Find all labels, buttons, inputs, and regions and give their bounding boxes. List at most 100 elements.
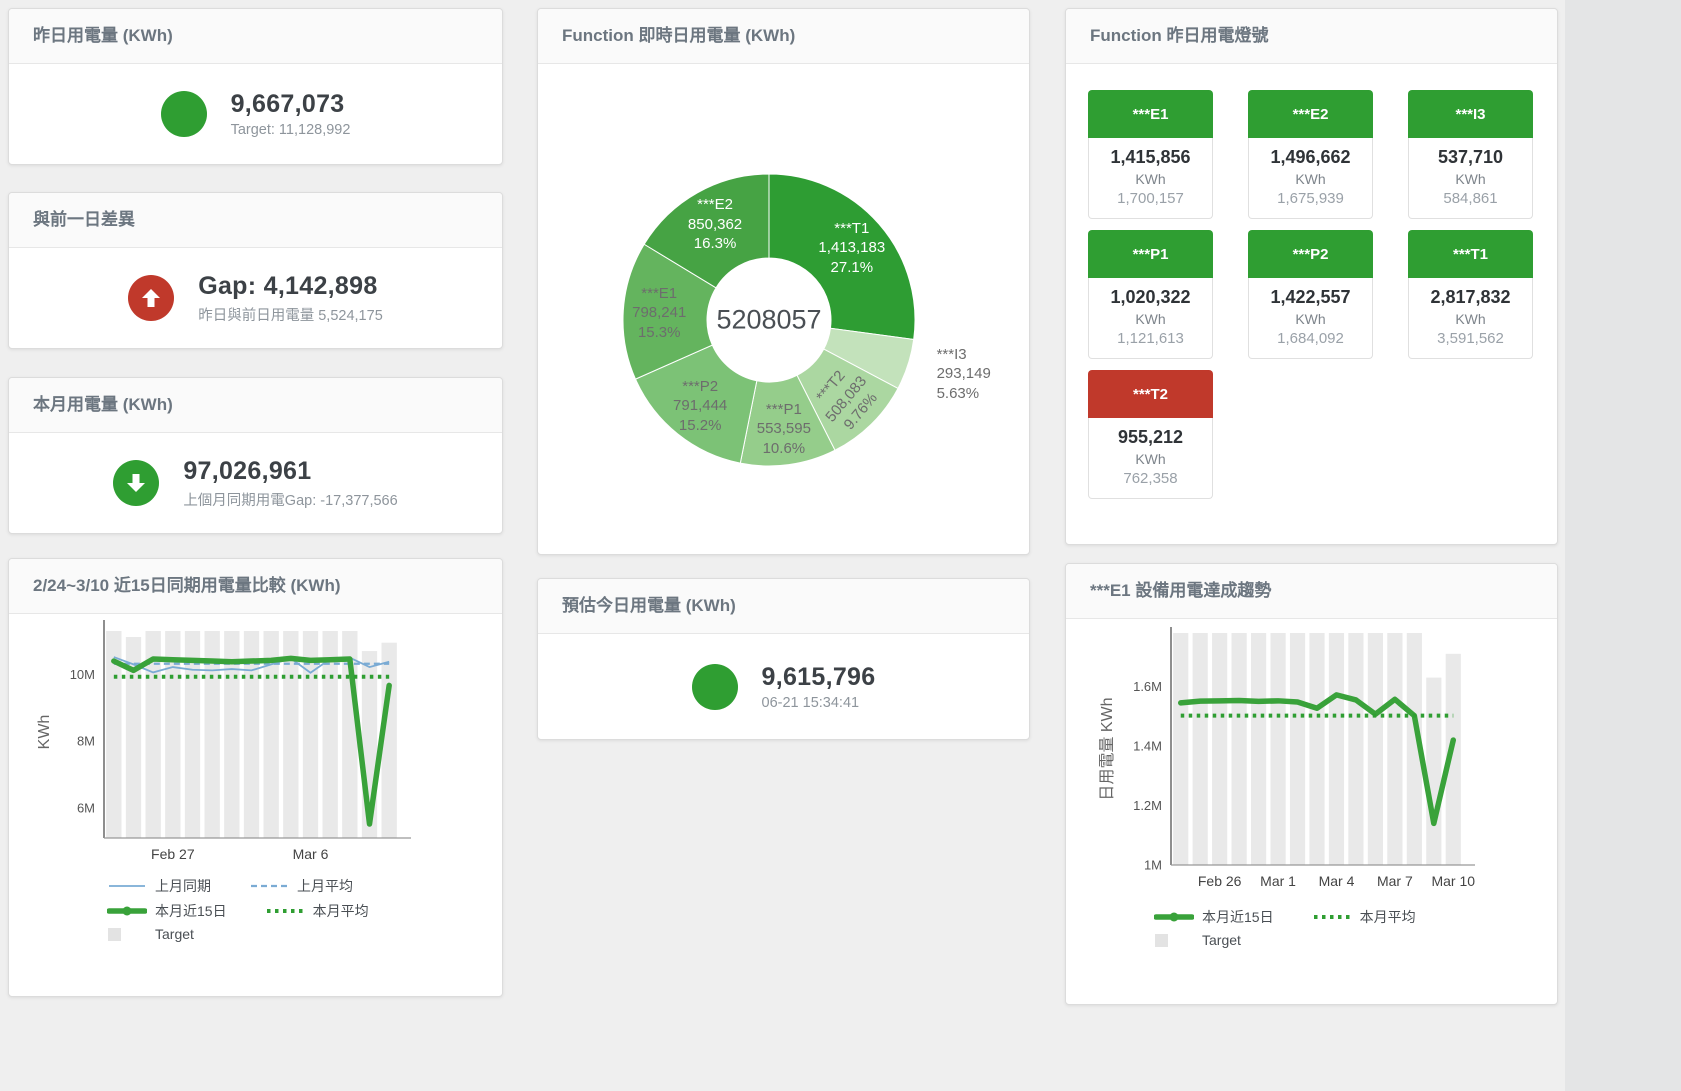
card-title: 預估今日用電量 (KWh) — [538, 579, 1029, 634]
tile-status-header: ***P1 — [1088, 230, 1213, 278]
tile-body: 1,415,856 KWh 1,700,157 — [1088, 138, 1213, 219]
tile-target-value: 1,121,613 — [1117, 330, 1184, 347]
tile-target-value: 1,675,939 — [1277, 190, 1344, 207]
legend-item[interactable]: 本月近15日 — [1154, 907, 1274, 927]
legend-item[interactable]: 上月平均 — [249, 876, 353, 896]
tile-target-value: 1,684,092 — [1277, 330, 1344, 347]
function-tile-E1[interactable]: ***E1 1,415,856 KWh 1,700,157 — [1088, 90, 1213, 219]
target-bar — [1173, 633, 1189, 865]
kpi-subtitle: 上個月同期用電Gap: -17,377,566 — [183, 492, 398, 509]
function-tile-P1[interactable]: ***P1 1,020,322 KWh 1,121,613 — [1088, 230, 1213, 359]
donut-slice-label: ***I3 293,149 5.63% — [936, 345, 991, 402]
card-yesterday-lights: Function 昨日用電燈號 ***E1 1,415,856 KWh 1,700,1… — [1065, 8, 1558, 545]
tile-unit: KWh — [1455, 311, 1486, 327]
tile-target-value: 3,591,562 — [1437, 330, 1504, 347]
target-bar — [125, 637, 142, 838]
y-axis-tick: 1.6M — [1133, 679, 1162, 694]
donut-slice-T1[interactable] — [768, 173, 916, 341]
card-e1-trend-chart: ***E1 設備用電達成趨勢 1M 1.2M 1.4M 1.6M 日用電量 KWh Feb… — [1065, 563, 1558, 1005]
tile-status-header: ***T2 — [1088, 370, 1213, 418]
card-title: 2/24~3/10 近15日同期用電量比較 (KWh) — [9, 559, 502, 614]
y-axis-tick: 1M — [1144, 858, 1162, 873]
compare-line-chart[interactable]: 6M 8M 10M KWh Feb 27 Mar 6 — [9, 614, 502, 871]
card-title: 與前一日差異 — [9, 193, 502, 248]
y-axis-tick: 1.4M — [1133, 739, 1162, 754]
target-bar — [1270, 633, 1286, 865]
tile-body: 1,496,662 KWh 1,675,939 — [1248, 138, 1373, 219]
card-month-usage: 本月用電量 (KWh) 97,026,961 上個月同期用電Gap: -17,3… — [8, 377, 503, 534]
tile-body: 537,710 KWh 584,861 — [1408, 138, 1533, 219]
target-bar — [165, 631, 181, 838]
kpi-value: Gap: 4,142,898 — [198, 271, 378, 300]
tile-unit: KWh — [1135, 451, 1166, 467]
kpi-value: 97,026,961 — [183, 456, 312, 485]
realtime-usage-donut-chart[interactable]: ***T1 1,413,183 27.1% ***I3 293,149 5.63% ***T… — [538, 64, 1029, 552]
y-axis-tick: 10M — [70, 667, 95, 682]
function-tile-T1[interactable]: ***T1 2,817,832 KWh 3,591,562 — [1408, 230, 1533, 359]
function-tile-T2[interactable]: ***T2 955,212 KWh 762,358 — [1088, 370, 1213, 499]
function-tile-P2[interactable]: ***P2 1,422,557 KWh 1,684,092 — [1248, 230, 1373, 359]
x-axis-tick: Mar 10 — [1431, 873, 1475, 889]
y-axis-tick: 8M — [77, 734, 95, 749]
y-axis-label: KWh — [36, 715, 53, 750]
legend-item[interactable]: 本月近15日 — [107, 901, 227, 921]
legend-item[interactable]: Target — [1154, 932, 1241, 948]
tile-status-header: ***P2 — [1248, 230, 1373, 278]
target-bar — [204, 631, 220, 838]
compare-chart-legend: 上月同期 上月平均本月近15日 本月平均 Target — [107, 876, 502, 942]
function-tile-E2[interactable]: ***E2 1,496,662 KWh 1,675,939 — [1248, 90, 1373, 219]
card-yesterday-usage: 昨日用電量 (KWh) 9,667,073 Target: 11,128,992 — [8, 8, 503, 165]
legend-label: 本月近15日 — [155, 903, 227, 919]
donut-slice-E2[interactable] — [643, 173, 770, 289]
function-tile-I3[interactable]: ***I3 537,710 KWh 584,861 — [1408, 90, 1533, 219]
x-axis-tick: Feb 27 — [151, 846, 195, 862]
tile-value: 1,496,662 — [1270, 147, 1351, 167]
tile-unit: KWh — [1455, 171, 1486, 187]
card-gap-previous-day: 與前一日差異 Gap: 4,142,898 昨日與前日用電量 5,524,175 — [8, 192, 503, 349]
target-bar — [145, 631, 161, 838]
tile-unit: KWh — [1135, 311, 1166, 327]
kpi-timestamp: 06-21 15:34:41 — [761, 694, 860, 711]
y-axis-tick: 1.2M — [1133, 798, 1162, 813]
arrow-down-icon — [113, 460, 160, 506]
target-bar — [1309, 633, 1325, 865]
target-bar — [1289, 633, 1306, 865]
legend-item[interactable]: 本月平均 — [265, 901, 369, 921]
legend-item[interactable]: 本月平均 — [1312, 907, 1416, 927]
target-bar — [1348, 633, 1364, 865]
target-bar — [243, 631, 260, 838]
legend-item[interactable]: Target — [107, 926, 194, 942]
legend-label: Target — [155, 926, 194, 942]
target-bar — [1367, 633, 1383, 865]
target-bar — [224, 631, 240, 838]
target-bar — [1426, 677, 1442, 865]
legend-label: 本月近15日 — [1202, 909, 1274, 925]
tile-value: 1,020,322 — [1110, 287, 1191, 307]
tile-body: 1,422,557 KWh 1,684,092 — [1248, 278, 1373, 359]
card-title: 本月用電量 (KWh) — [9, 378, 502, 433]
target-bar — [1328, 633, 1345, 865]
x-axis-tick: Mar 1 — [1260, 873, 1296, 889]
tile-status-header: ***I3 — [1408, 90, 1533, 138]
x-axis-tick: Mar 7 — [1377, 873, 1413, 889]
card-title: ***E1 設備用電達成趨勢 — [1066, 564, 1557, 619]
e1-trend-line-chart[interactable]: 1M 1.2M 1.4M 1.6M 日用電量 KWh Feb 26 Mar 1 Mar 4 Ma… — [1066, 619, 1557, 902]
card-compare-chart: 2/24~3/10 近15日同期用電量比較 (KWh) 6M 8M 10M KWh Fe… — [8, 558, 503, 997]
card-title: Function 昨日用電燈號 — [1066, 9, 1557, 64]
target-bar — [184, 631, 201, 838]
card-today-estimate: 預估今日用電量 (KWh) 9,615,796 06-21 15:34:41 — [537, 578, 1030, 740]
tile-status-header: ***T1 — [1408, 230, 1533, 278]
tile-target-value: 584,861 — [1443, 190, 1498, 207]
legend-item[interactable]: 上月同期 — [107, 876, 211, 896]
status-circle-icon — [160, 91, 207, 137]
series-line-thick — [111, 655, 392, 827]
legend-label: 上月同期 — [155, 878, 211, 894]
tile-value: 1,422,557 — [1270, 287, 1351, 307]
target-bar — [1231, 633, 1247, 865]
arrow-up-icon — [128, 275, 175, 321]
target-bar — [283, 631, 299, 838]
target-bar — [1387, 633, 1403, 865]
target-bar — [1192, 633, 1208, 865]
legend-label: 上月平均 — [297, 878, 353, 894]
